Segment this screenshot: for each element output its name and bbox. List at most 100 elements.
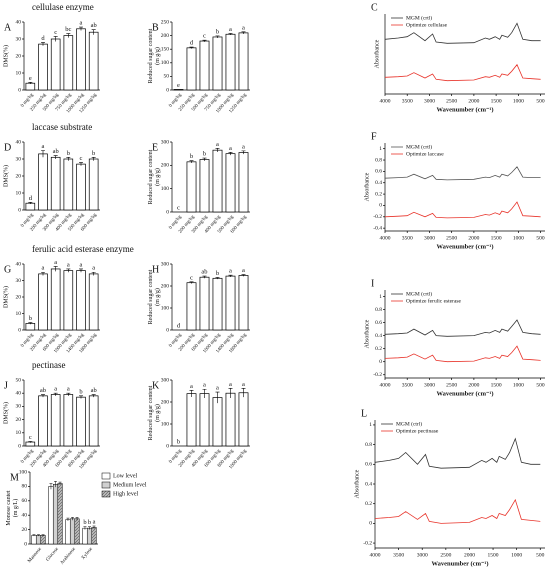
y-axis-label: (m g/g) (154, 168, 161, 186)
significance-letter: b (216, 270, 219, 277)
x-tick-label: 3500 (402, 382, 413, 388)
y-tick-label: 0 (379, 359, 382, 365)
bar (25, 323, 36, 331)
legend-label: Optimize ferulic esterase (406, 297, 462, 304)
bar (63, 35, 74, 91)
legend-label: Low level (113, 473, 137, 479)
y-axis-label: Absorbance (354, 469, 360, 498)
legend-label: MGM (crtl) (406, 14, 432, 21)
error-bar (215, 148, 220, 153)
significance-letter: a (242, 24, 245, 31)
y-tick-label: 80 (22, 484, 28, 490)
error-bar (41, 271, 45, 276)
y-tick-label: 10 (16, 190, 22, 196)
x-tick-label: 2500 (446, 235, 457, 241)
panel-letter: D (4, 142, 11, 153)
bar (82, 527, 88, 545)
significance-letter: c (54, 29, 57, 36)
panel-letter: J (4, 380, 8, 391)
spectrum-line (374, 437, 541, 469)
significance-letter: b (79, 388, 82, 395)
x-axis-label: Wavenumber (cm⁻¹) (436, 243, 493, 250)
y-tick-label: 20 (16, 294, 22, 300)
error-bar (79, 395, 83, 399)
significance-letter: a (216, 385, 219, 392)
error-bar (28, 322, 33, 325)
y-tick-label: 10 (16, 430, 22, 436)
y-tick-label: 200 (161, 283, 170, 289)
x-tick-label: 3500 (393, 552, 404, 558)
x-tick-label: 1500 (491, 235, 502, 241)
bar (88, 395, 99, 447)
y-axis-label: Reduced sugar content (148, 269, 154, 324)
significance-letter: c (29, 434, 32, 441)
significance-letter: b (177, 438, 180, 445)
spectrum-line (384, 201, 541, 219)
bar (186, 282, 197, 331)
y-tick-label: 300 (161, 261, 170, 267)
x-tick-label: 4000 (380, 235, 391, 241)
bar (199, 40, 210, 91)
significance-letter: a (242, 381, 245, 388)
error-bar (41, 394, 45, 398)
error-bar (241, 274, 246, 277)
significance-letter: a (67, 386, 70, 393)
bar (76, 396, 86, 447)
bar (57, 483, 63, 545)
y-axis-label: DMS(%) (2, 402, 9, 424)
significance-letter: a (93, 518, 96, 525)
y-tick-label: 30 (16, 278, 22, 284)
x-tick-label: 3000 (424, 235, 435, 241)
y-tick-label: -0.2 (373, 372, 382, 378)
y-axis-label: DMS(%) (2, 165, 9, 187)
significance-letter: a (54, 259, 57, 266)
bar (63, 394, 74, 447)
y-tick-label: 0.4 (365, 481, 372, 487)
error-bar (215, 277, 220, 280)
group-title: laccase substrate (32, 122, 92, 132)
error-bar (228, 151, 233, 156)
y-tick-label: 0.2 (375, 191, 382, 197)
bar (25, 202, 36, 211)
y-axis-label: (m g/g) (154, 404, 161, 422)
significance-letter: ab (91, 22, 97, 29)
spectrum-line (384, 319, 541, 337)
significance-letter: c (80, 155, 83, 162)
y-tick-label: 100 (161, 60, 170, 66)
bar (50, 38, 61, 91)
error-bar (49, 483, 53, 490)
x-axis-label: Wavenumber (cm⁻¹) (436, 106, 493, 113)
error-bar (58, 481, 62, 485)
x-tick-label: 4000 (380, 382, 391, 388)
significance-letter: a (80, 20, 83, 27)
x-tick-label: 1500 (488, 552, 499, 558)
y-tick-label: 0 (369, 521, 372, 527)
legend-label: Optimize laccase (406, 151, 444, 157)
spectrum-line (374, 498, 541, 524)
error-bar (83, 526, 87, 530)
y-tick-label: 150 (161, 46, 170, 52)
y-tick-label: 0.8 (375, 157, 382, 163)
significance-letter: a (203, 382, 206, 389)
error-bar (91, 271, 96, 276)
error-bar (228, 388, 233, 399)
y-tick-label: 0.6 (375, 320, 382, 326)
x-tick-label: 1500 (491, 98, 502, 104)
bar (199, 393, 210, 447)
error-bar (91, 157, 96, 161)
y-axis-label: Absorbance (364, 319, 370, 348)
bar (48, 486, 54, 545)
y-tick-label: -0.2 (363, 540, 372, 546)
significance-letter: a (242, 143, 245, 150)
bar (238, 152, 249, 213)
significance-letter: d (29, 195, 33, 202)
x-tick-label: 3500 (402, 235, 413, 241)
bar (88, 158, 99, 211)
significance-letter: e (29, 75, 32, 82)
significance-letter: a (54, 386, 57, 393)
significance-letter: d (190, 40, 194, 47)
error-bar (228, 33, 233, 36)
error-bar (28, 202, 33, 205)
bar (31, 535, 37, 545)
